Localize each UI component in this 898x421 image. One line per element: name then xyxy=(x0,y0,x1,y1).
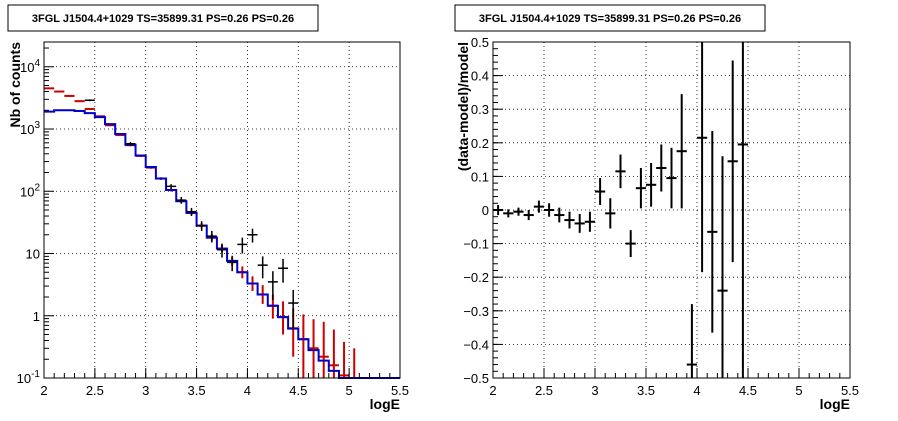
left-y-tick-label: 102 xyxy=(20,182,40,199)
left-ticks: 2 2.5 3 3.5 4 4.5 5 5.5 10-1 1 10 102 103 104 xyxy=(17,47,409,398)
right-y-tick-label: 0.1 xyxy=(471,169,489,184)
right-y-tick-label: −0.1 xyxy=(463,237,489,252)
left-y-tick-label: 10 xyxy=(26,247,40,262)
left-x-tick-label: 5 xyxy=(346,383,353,398)
right-y-tick-label: 0.3 xyxy=(471,102,489,117)
left-plot-frame xyxy=(43,41,401,379)
left-x-tick-label: 4.5 xyxy=(289,383,307,398)
left-grid xyxy=(44,42,400,378)
left-ylabel: Nb of counts xyxy=(7,42,23,128)
right-title: 3FGL J1504.4+1029 TS=35899.31 PS=0.26 PS… xyxy=(479,13,741,25)
right-x-tick-label: 3.5 xyxy=(637,383,655,398)
right-x-tick-label: 3 xyxy=(591,383,598,398)
left-x-tick-label: 2.5 xyxy=(86,383,104,398)
right-xlabel: logE xyxy=(820,396,850,412)
right-y-tick-label: 0 xyxy=(482,203,489,218)
right-series-layer xyxy=(493,42,748,378)
right-y-tick-label: −0.5 xyxy=(463,371,489,386)
left-x-tick-label: 5.5 xyxy=(391,383,409,398)
left-y-tick-label: 10-1 xyxy=(17,369,41,386)
right-x-tick-label: 4.5 xyxy=(739,383,757,398)
left-xlabel: logE xyxy=(370,396,400,412)
right-x-tick-label: 5 xyxy=(795,383,802,398)
left-y-tick-exponent: -1 xyxy=(31,369,40,380)
right-y-tick-label: −0.4 xyxy=(463,337,489,352)
right-y-tick-label: 0.5 xyxy=(471,35,489,50)
left-y-tick-label: 104 xyxy=(20,58,40,75)
left-panel: 3FGL J1504.4+1029 TS=35899.31 PS=0.26 PS… xyxy=(7,4,409,412)
right-x-tick-label: 5.5 xyxy=(841,383,859,398)
left-y-tick-label: 103 xyxy=(20,120,40,137)
left-x-tick-label: 3 xyxy=(142,383,149,398)
right-x-tick-label: 4 xyxy=(693,383,700,398)
right-y-tick-label: −0.3 xyxy=(463,304,489,319)
left-series-layer xyxy=(44,87,400,379)
left-x-tick-label: 4 xyxy=(244,383,251,398)
left-y-tick-exponent: 4 xyxy=(34,58,40,69)
right-y-tick-label: 0.4 xyxy=(471,69,489,84)
left-title-box xyxy=(7,4,319,32)
left-x-tick-label: 3.5 xyxy=(188,383,206,398)
right-x-tick-label: 2.5 xyxy=(535,383,553,398)
right-panel: 3FGL J1504.4+1029 TS=35899.31 PS=0.26 PS… xyxy=(454,4,859,412)
left-y-tick-exponent: 3 xyxy=(34,120,40,131)
right-y-tick-label: 0.2 xyxy=(471,136,489,151)
right-ticks: 2 2.5 3 3.5 4 4.5 5 5.5 −0.5 −0.4 −0.3 −0.2 −0.1 0 0.1… xyxy=(463,35,859,398)
right-ylabel: (data-model)/model xyxy=(455,42,471,171)
right-y-tick-label: −0.2 xyxy=(463,270,489,285)
left-x-tick-label: 2 xyxy=(40,383,47,398)
right-x-tick-label: 2 xyxy=(489,383,496,398)
left-y-tick-label: 1 xyxy=(33,309,40,324)
left-title: 3FGL J1504.4+1029 TS=35899.31 PS=0.26 PS… xyxy=(32,13,294,25)
right-title-box xyxy=(454,4,766,32)
left-y-tick-exponent: 2 xyxy=(34,182,40,193)
